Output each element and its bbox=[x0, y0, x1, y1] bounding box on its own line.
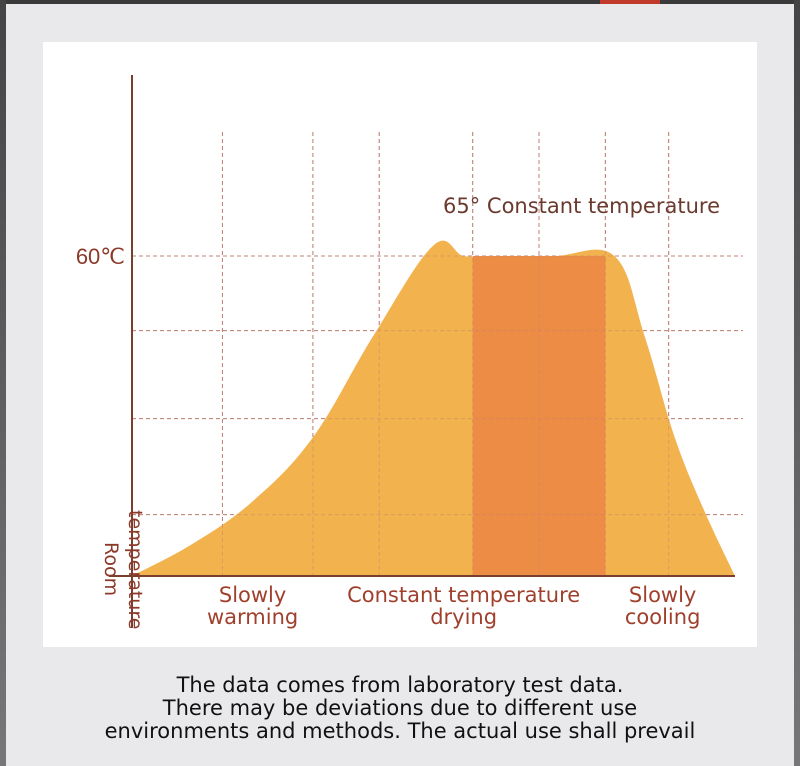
phase-label-cooling-line1: Slowly bbox=[629, 583, 696, 607]
footnote-line-2: There may be deviations due to different… bbox=[162, 696, 638, 720]
footnote-line-3: environments and methods. The actual use… bbox=[104, 719, 696, 743]
phase-label-drying-line1: Constant temperature bbox=[347, 583, 580, 607]
chart-annotation-title: 65° Constant temperature bbox=[443, 194, 720, 218]
chart-panel: 60℃ 65° Constant temperature Room tempera… bbox=[43, 42, 757, 647]
y-axis-label-word: Room bbox=[100, 542, 122, 596]
phase-label-warming-line2: warming bbox=[207, 605, 298, 629]
y-axis-label: Room temperature bbox=[100, 510, 146, 629]
grid-overlay bbox=[132, 132, 743, 576]
temperature-curve-chart: 60℃ 65° Constant temperature Room tempera… bbox=[76, 75, 743, 629]
y-tick-label-60c: 60℃ bbox=[76, 244, 125, 269]
frame-right bbox=[794, 0, 800, 766]
phase-labels: Slowly warming Constant temperature dryi… bbox=[207, 583, 700, 629]
grid-layer bbox=[132, 132, 743, 576]
top-frame-bar bbox=[0, 0, 800, 4]
y-axis-label-word: temperature bbox=[124, 510, 146, 629]
footnote: The data comes from laboratory test data… bbox=[0, 674, 800, 743]
phase-label-drying-line2: drying bbox=[430, 605, 497, 629]
frame-left bbox=[0, 0, 6, 766]
phase-label-cooling-line2: cooling bbox=[625, 605, 701, 629]
top-accent bbox=[600, 0, 660, 4]
constant-temperature-plateau bbox=[472, 256, 606, 576]
footnote-line-1: The data comes from laboratory test data… bbox=[176, 673, 624, 697]
phase-label-warming-line1: Slowly bbox=[219, 583, 286, 607]
